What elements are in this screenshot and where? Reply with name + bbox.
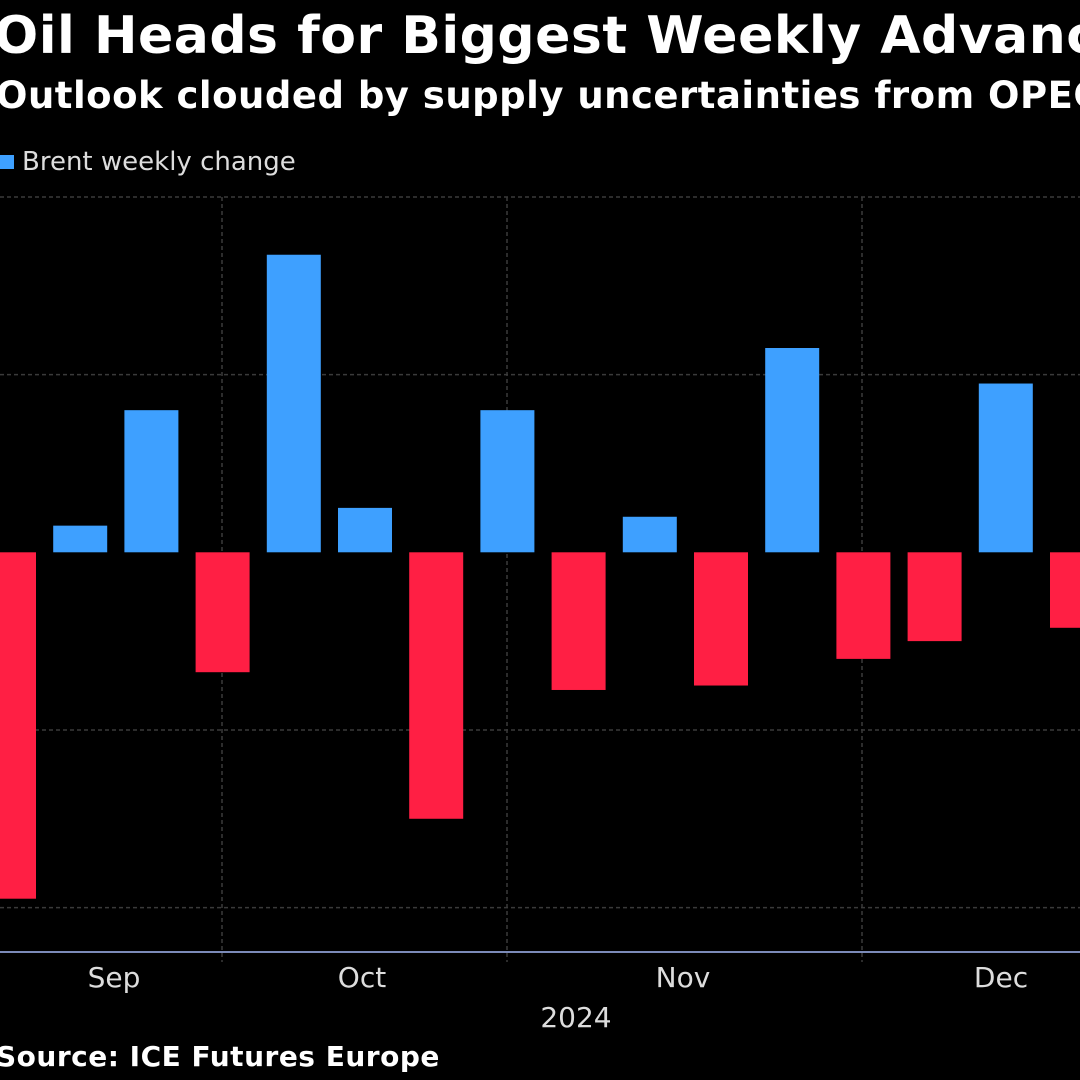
bar-2	[124, 410, 179, 553]
chart-subtitle: Outlook clouded by supply uncertainties …	[0, 74, 1080, 117]
bar-15	[1050, 552, 1080, 628]
month-label-nov: Nov	[656, 961, 711, 994]
bar-8	[551, 552, 606, 690]
bar-1	[53, 525, 108, 553]
legend-label-brent: Brent weekly change	[22, 147, 296, 177]
legend-swatch-brent	[0, 155, 14, 169]
bar-14	[978, 383, 1033, 553]
bar-9	[622, 516, 677, 553]
bar-4	[266, 254, 321, 553]
month-label-dec: Dec	[974, 961, 1028, 994]
bar-0	[0, 552, 36, 899]
bar-6	[409, 552, 464, 819]
bar-3	[195, 552, 250, 673]
year-label: 2024	[540, 1001, 611, 1034]
month-label-sep: Sep	[88, 961, 141, 994]
bar-12	[836, 552, 891, 659]
chart-title: Oil Heads for Biggest Weekly Advance	[0, 6, 1080, 66]
bar-10	[694, 552, 748, 686]
bar-7	[480, 410, 535, 553]
bar-5	[338, 507, 392, 553]
month-label-oct: Oct	[338, 961, 386, 994]
legend: Brent weekly change	[0, 146, 296, 178]
bar-13	[907, 552, 962, 642]
source-note: Source: ICE Futures Europe	[0, 1040, 440, 1073]
bar-11	[765, 348, 820, 553]
